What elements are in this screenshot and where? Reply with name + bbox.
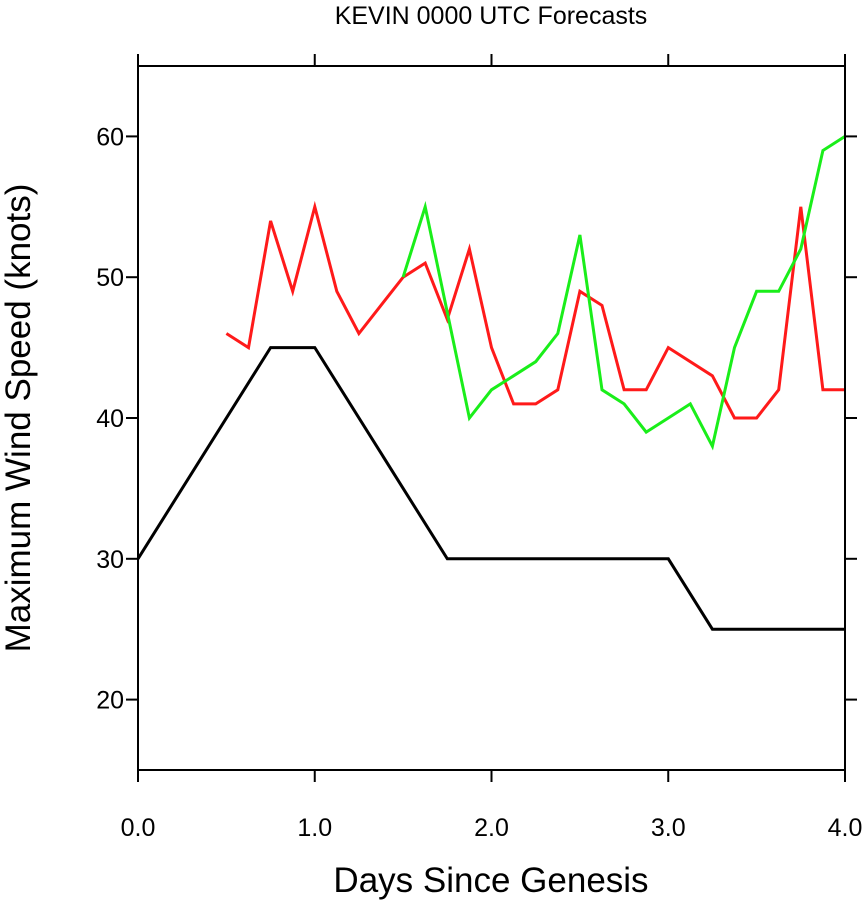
x-tick-label: 1.0: [297, 814, 332, 842]
y-tick-label: 20: [96, 687, 124, 715]
y-tick-label: 60: [96, 123, 124, 151]
x-tick-label: 3.0: [651, 814, 686, 842]
y-tick-label: 50: [96, 264, 124, 292]
x-tick-label: 0.0: [121, 814, 156, 842]
series-line-3: [401, 135, 846, 451]
chart-title: KEVIN 0000 UTC Forecasts: [335, 2, 648, 30]
x-tick-label: 4.0: [828, 814, 863, 842]
y-tick-label: 30: [96, 546, 124, 574]
y-axis-label: Maximum Wind Speed (knots): [0, 184, 38, 653]
series-line-1: [136, 346, 845, 631]
y-tick-label: 40: [96, 405, 124, 433]
series-line-2: [225, 200, 845, 420]
series-layer: [136, 135, 846, 631]
x-tick-label: 2.0: [474, 814, 509, 842]
tick-layer: 0.0 1.0 2.0 3.0 4.0 20 30 40 50 60: [96, 54, 862, 842]
x-axis-label: Days Since Genesis: [333, 861, 648, 900]
